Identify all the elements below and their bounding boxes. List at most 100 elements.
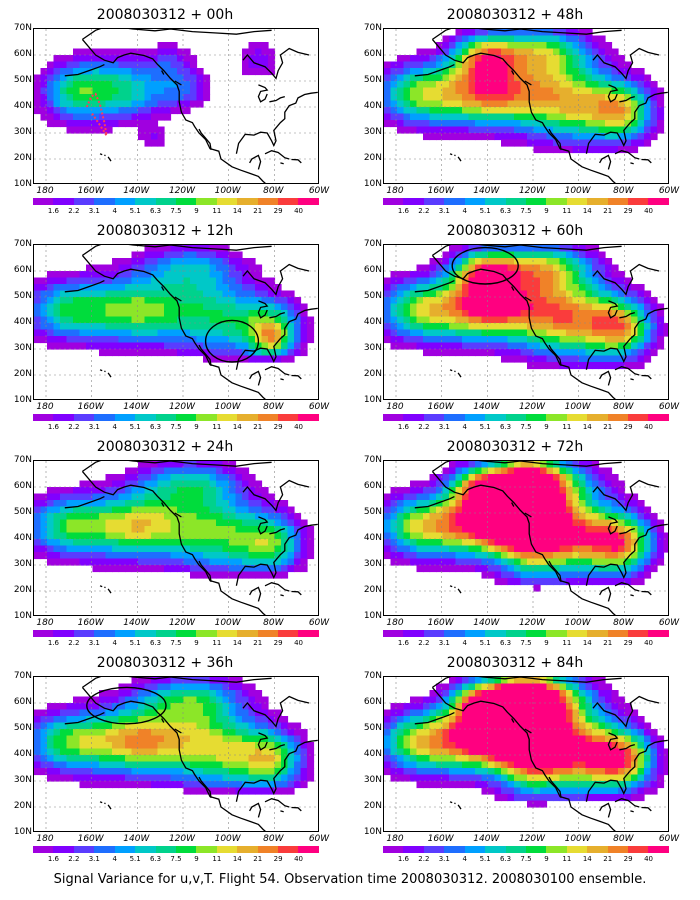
- variance-cell: [248, 493, 256, 501]
- variance-cell: [216, 513, 224, 521]
- coastline: [599, 154, 612, 170]
- variance-cell: [144, 755, 152, 763]
- variance-cell: [624, 349, 632, 357]
- variance-cell: [131, 683, 139, 691]
- variance-cell: [216, 774, 224, 782]
- variance-cell: [423, 349, 431, 357]
- variance-cell: [494, 133, 502, 141]
- variance-cell: [566, 284, 574, 292]
- variance-cell: [605, 74, 613, 82]
- variance-cell: [462, 677, 470, 685]
- variance-cell: [170, 526, 178, 534]
- variance-cell: [527, 55, 535, 63]
- colorbar-label: 7.5: [520, 639, 532, 647]
- variance-cell: [66, 729, 74, 737]
- variance-cell: [170, 55, 178, 63]
- variance-cell: [540, 133, 548, 141]
- variance-cell: [507, 329, 515, 337]
- variance-cell: [118, 74, 126, 82]
- variance-cell: [105, 336, 113, 344]
- variance-cell: [144, 48, 152, 56]
- colorbar-label: 14: [232, 855, 242, 863]
- variance-cell: [449, 526, 457, 534]
- colorbar-label: 6.3: [499, 423, 512, 431]
- variance-cell: [216, 310, 224, 318]
- variance-cell: [546, 513, 554, 521]
- variance-cell: [203, 571, 211, 579]
- variance-cell: [527, 245, 535, 253]
- variance-cell: [481, 506, 489, 514]
- variance-cell: [164, 552, 172, 560]
- variance-cell: [585, 68, 593, 76]
- variance-cell: [494, 68, 502, 76]
- variance-cell: [507, 258, 515, 266]
- variance-cell: [242, 290, 250, 298]
- variance-cell: [209, 277, 217, 285]
- variance-cell: [436, 565, 444, 573]
- variance-cell: [47, 506, 55, 514]
- variance-cell: [190, 722, 198, 730]
- variance-cell: [281, 323, 289, 331]
- variance-cell: [66, 271, 74, 279]
- variance-cell: [79, 336, 87, 344]
- variance-cell: [598, 349, 606, 357]
- lon-tick-label: 160W: [427, 186, 454, 196]
- variance-cell: [79, 506, 87, 514]
- variance-cell: [34, 513, 42, 521]
- variance-cell: [53, 709, 61, 717]
- variance-cell: [403, 100, 411, 108]
- variance-cell: [196, 571, 204, 579]
- variance-cell: [86, 336, 94, 344]
- variance-cell: [53, 303, 61, 311]
- variance-cell: [79, 81, 87, 89]
- variance-cell: [73, 545, 81, 553]
- variance-cell: [196, 532, 204, 540]
- variance-cell: [507, 81, 515, 89]
- variance-cell: [190, 461, 198, 469]
- variance-cell: [540, 349, 548, 357]
- variance-cell: [242, 683, 250, 691]
- variance-cell: [144, 323, 152, 331]
- variance-cell: [455, 696, 463, 704]
- variance-cell: [157, 48, 165, 56]
- variance-cell: [86, 493, 94, 501]
- variance-cell: [144, 748, 152, 756]
- variance-cell: [307, 323, 315, 331]
- variance-cell: [585, 323, 593, 331]
- variance-cell: [177, 303, 185, 311]
- lat-tick-label: 20N: [13, 585, 32, 595]
- variance-cell: [281, 558, 289, 566]
- variance-cell: [527, 48, 535, 56]
- variance-cell: [429, 264, 437, 272]
- variance-cell: [468, 716, 476, 724]
- variance-cell: [605, 258, 613, 266]
- variance-cell: [468, 526, 476, 534]
- variance-cell: [540, 94, 548, 102]
- variance-cell: [462, 748, 470, 756]
- variance-cell: [572, 55, 580, 63]
- coastline: [82, 245, 272, 256]
- panel-title: 2008030312 + 00h: [96, 7, 234, 23]
- variance-cell: [216, 761, 224, 769]
- variance-cell: [209, 487, 217, 495]
- variance-cell: [637, 362, 645, 370]
- variance-cell: [585, 126, 593, 134]
- variance-cell: [157, 677, 165, 685]
- variance-cell: [572, 258, 580, 266]
- variance-cell: [546, 519, 554, 527]
- variance-cell: [99, 120, 107, 128]
- variance-cell: [579, 29, 587, 37]
- variance-cell: [410, 87, 418, 95]
- variance-cell: [520, 113, 528, 121]
- variance-cell: [390, 735, 398, 743]
- variance-cell: [449, 506, 457, 514]
- variance-cell: [170, 690, 178, 698]
- variance-cell: [131, 100, 139, 108]
- variance-cell: [579, 519, 587, 527]
- variance-cell: [436, 761, 444, 769]
- colorbar-label: 40: [294, 207, 304, 215]
- variance-cell: [397, 303, 405, 311]
- colorbar-label: 6.3: [149, 639, 162, 647]
- variance-cell: [605, 342, 613, 350]
- variance-cell: [520, 120, 528, 128]
